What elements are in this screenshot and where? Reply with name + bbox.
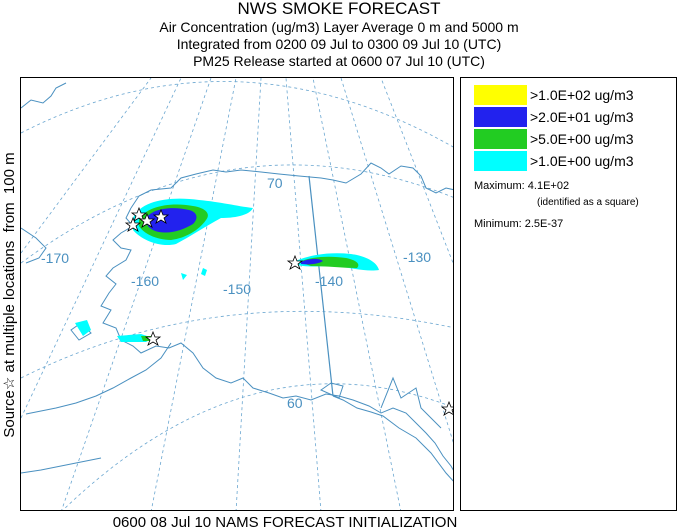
smoke-plume-east [293, 253, 379, 271]
legend-label-1: >1.0E+00 ug/m3 [530, 153, 634, 169]
map-title: NWS SMOKE FORECAST [237, 0, 441, 18]
siberia-coast [21, 227, 47, 264]
lon-line-155 [150, 78, 237, 510]
lon-line-175 [21, 78, 152, 254]
lat-label-60: 60 [287, 395, 303, 411]
source-star-1 [130, 206, 148, 222]
subtitle-integration: Integrated from 0200 09 Jul to 0300 09 J… [176, 36, 502, 52]
panhandle-border [332, 395, 453, 482]
lon-label-160: -160 [131, 273, 159, 289]
southeast-coast [380, 376, 442, 429]
lon-line-145 [285, 78, 322, 510]
lon-label-170: -170 [41, 250, 69, 266]
smoke-plume-southwest [75, 320, 153, 342]
plume1-spot-b [181, 273, 187, 280]
plume3-cyan-a [75, 320, 91, 336]
subtitle-release: PM25 Release started at 0600 07 Jul 10 (… [193, 53, 485, 69]
legend-maximum: Maximum: 4.1E+02 [474, 180, 570, 192]
lon-line-140 [312, 78, 402, 510]
legend-panel: >1.0E+02 ug/m3 >2.0E+01 ug/m3 >5.0E+00 u… [460, 77, 677, 511]
legend-swatch-blue [474, 107, 527, 127]
lat-line-65 [21, 310, 453, 379]
legend-label-20: >2.0E+01 ug/m3 [530, 109, 634, 125]
legend-label-5: >5.0E+00 ug/m3 [530, 131, 634, 147]
source-markers [124, 206, 453, 416]
legend-label-100: >1.0E+02 ug/m3 [530, 87, 634, 103]
legend-item-1: >1.0E+00 ug/m3 [474, 151, 634, 171]
source-star-3 [124, 216, 142, 232]
smoke-plume-interior [133, 198, 253, 280]
lon-label-150: -150 [223, 281, 251, 297]
arctic-coast [130, 162, 453, 209]
lat-line-60 [62, 383, 453, 510]
chukotka-coast [21, 82, 67, 109]
plume2-blue [301, 258, 323, 265]
lon-label-140: -140 [315, 273, 343, 289]
source-label-text: Source☆ at multiple locations from 100 m [1, 152, 18, 438]
legend-item-20: >2.0E+01 ug/m3 [474, 107, 634, 127]
alaska-west-south-coast [100, 207, 453, 471]
map-panel[interactable]: -170 -160 -150 -140 -130 70 60 [20, 77, 454, 511]
legend-maximum-note: (identified as a square) [537, 197, 639, 208]
lon-line-150 [235, 78, 262, 510]
source-star-2 [138, 212, 156, 228]
graticule [21, 78, 453, 510]
map-svg: -170 -160 -150 -140 -130 70 60 [21, 78, 453, 510]
aleutian-islands [21, 457, 102, 474]
lat-line-70 [21, 164, 453, 264]
lon-label-130: -130 [403, 249, 431, 265]
lon-line-130 [380, 78, 453, 264]
lon-line-160 [61, 78, 212, 510]
source-star-6 [144, 330, 162, 346]
source-star-7 [440, 400, 453, 416]
legend-item-5: >5.0E+00 ug/m3 [474, 129, 634, 149]
forecast-initialization: 0600 08 Jul 10 NAMS FORECAST INITIALIZAT… [112, 514, 458, 531]
legend-minimum: Minimum: 2.5E-37 [474, 218, 564, 230]
legend-item-100: >1.0E+02 ug/m3 [474, 85, 634, 105]
coastlines [21, 82, 453, 474]
lon-line-135 [340, 78, 453, 443]
legend-swatch-cyan [474, 151, 527, 171]
source-star-5 [286, 254, 304, 270]
subtitle-concentration: Air Concentration (ug/m3) Layer Average … [159, 19, 519, 35]
lon-line-165 [21, 78, 182, 419]
plume1-spot-a [201, 268, 207, 276]
alaska-canada-border [308, 175, 334, 397]
source-star-4 [152, 208, 170, 224]
alaska-peninsula [25, 342, 172, 415]
lat-label-70: 70 [267, 175, 283, 191]
lat-line-75 [21, 81, 453, 148]
legend-swatch-green [474, 129, 527, 149]
plume1-blue [145, 208, 197, 233]
legend-swatch-yellow [474, 85, 527, 105]
